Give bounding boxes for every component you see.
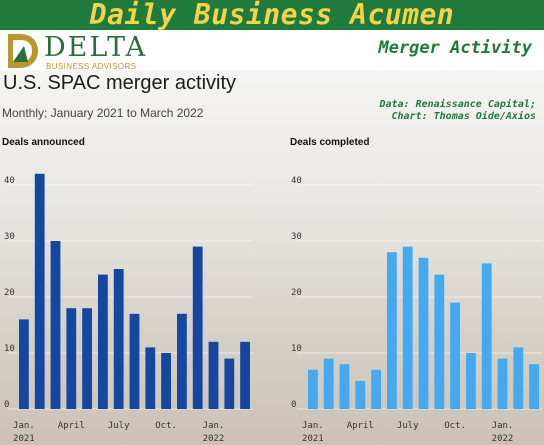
- x-tick-label: Jan.: [302, 421, 324, 431]
- y-tick-label: 40: [4, 176, 15, 186]
- bar-announced-2021-12: [192, 246, 203, 409]
- x-tick-label-year: 2022: [492, 434, 514, 444]
- bar-completed-2022-03: [529, 364, 539, 409]
- x-tick-label: April: [58, 421, 85, 431]
- chart-source: Data: Renaissance Capital; Chart: Thomas…: [379, 99, 536, 123]
- y-tick-label: 0: [4, 400, 9, 410]
- bar-announced-2021-03: [50, 241, 61, 409]
- y-tick-label: 20: [291, 288, 302, 298]
- x-tick-label-year: 2021: [302, 434, 324, 444]
- y-tick-label: 10: [291, 344, 302, 354]
- header-banner: [0, 0, 544, 30]
- x-tick-label: April: [347, 421, 374, 431]
- bar-announced-2021-11: [177, 313, 187, 409]
- bar-completed-2021-08: [418, 257, 429, 409]
- bar-announced-2021-09: [145, 347, 156, 409]
- x-tick-label-year: 2021: [13, 434, 35, 444]
- bar-completed-2021-01: [308, 369, 318, 409]
- y-tick-label: 30: [4, 232, 15, 242]
- x-tick-label: July: [397, 421, 419, 431]
- bar-announced-2021-05: [82, 308, 92, 409]
- x-tick-label: Jan.: [492, 421, 514, 431]
- bar-completed-2021-12: [481, 263, 492, 409]
- bar-completed-2021-02: [323, 358, 334, 409]
- bar-completed-2022-02: [513, 347, 524, 409]
- x-tick-label: July: [108, 421, 130, 431]
- chart-title: U.S. SPAC merger activity: [3, 72, 237, 94]
- logo-tagline: BUSINESS ADVISORS: [46, 62, 137, 71]
- delta-logo-icon: [8, 34, 38, 68]
- y-tick-label: 20: [4, 288, 15, 298]
- section-label: Merger Activity: [378, 38, 532, 58]
- banner-title: Daily Business Acumen: [89, 0, 455, 31]
- bar-completed-2021-03: [339, 364, 350, 409]
- bar-completed-2021-04: [355, 381, 366, 409]
- y-tick-label: 30: [291, 232, 302, 242]
- y-tick-label: 40: [291, 176, 302, 186]
- bar-completed-2021-06: [387, 252, 397, 409]
- x-tick-label: Oct.: [444, 421, 466, 431]
- source-line-chart: Chart: Thomas Oide/Axios: [391, 111, 537, 122]
- x-tick-label: Jan.: [13, 421, 35, 431]
- bar-announced-2022-02: [224, 358, 235, 409]
- panel-label-announced: Deals announced: [2, 137, 85, 148]
- bar-announced-2022-03: [240, 341, 250, 409]
- bar-completed-2021-05: [371, 369, 381, 409]
- bar-completed-2021-11: [466, 353, 476, 409]
- bar-completed-2022-01: [497, 358, 508, 409]
- bar-completed-2021-09: [434, 274, 445, 409]
- bar-announced-2021-01: [19, 319, 29, 409]
- bar-announced-2021-08: [129, 313, 140, 409]
- y-tick-label: 10: [4, 344, 15, 354]
- x-tick-label: Oct.: [155, 421, 177, 431]
- x-tick-label-year: 2022: [203, 434, 225, 444]
- x-tick-label: Jan.: [203, 421, 225, 431]
- y-tick-label: 0: [291, 400, 296, 410]
- bar-announced-2021-06: [98, 274, 108, 409]
- bar-announced-2022-01: [208, 341, 219, 409]
- logo-name: DELTA: [44, 32, 148, 63]
- bar-announced-2021-02: [34, 173, 45, 409]
- bar-announced-2021-07: [113, 269, 124, 409]
- panel-label-completed: Deals completed: [290, 137, 370, 148]
- chart-subtitle: Monthly; January 2021 to March 2022: [2, 106, 204, 120]
- delta-logo: DELTA BUSINESS ADVISORS: [6, 32, 156, 72]
- bar-completed-2021-07: [402, 246, 413, 409]
- source-line-data: Data: Renaissance Capital;: [379, 99, 536, 110]
- bar-announced-2021-10: [161, 353, 171, 409]
- bar-completed-2021-10: [450, 302, 460, 409]
- bar-announced-2021-04: [66, 308, 77, 409]
